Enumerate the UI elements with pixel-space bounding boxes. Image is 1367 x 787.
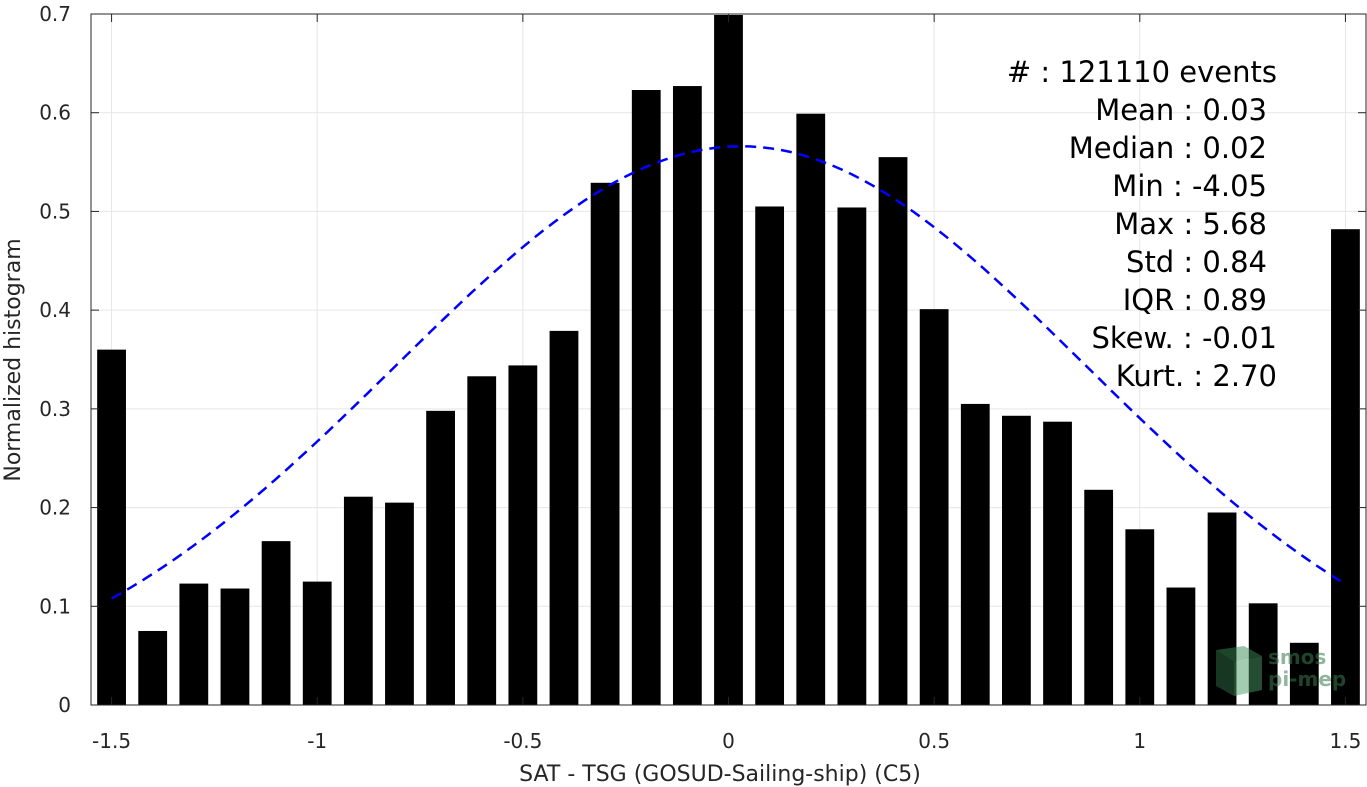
histogram-bar xyxy=(426,410,455,705)
y-axis-label: Normalized histogram xyxy=(1,238,26,481)
histogram-bar xyxy=(960,403,990,705)
histogram-bar xyxy=(1331,229,1360,705)
x-tick-label: 0.5 xyxy=(918,729,950,753)
stats-iqr: IQR : 0.89 xyxy=(1123,283,1267,317)
x-tick-label: 1.5 xyxy=(1330,729,1362,753)
histogram-bar xyxy=(343,496,373,705)
watermark-line2: pi-mep xyxy=(1268,667,1346,691)
histogram-bar xyxy=(179,583,209,705)
histogram-bar xyxy=(1125,529,1155,705)
stats-min: Min : -4.05 xyxy=(1112,169,1267,203)
histogram-bar xyxy=(261,541,291,705)
histogram-bar xyxy=(302,581,332,705)
y-tick-label: 0.6 xyxy=(39,101,71,125)
histogram-bar xyxy=(672,86,702,706)
stats-std: Std : 0.84 xyxy=(1126,245,1267,279)
y-tick-label: 0.1 xyxy=(39,594,71,618)
histogram-bar xyxy=(878,157,908,705)
x-tick-label: -1.5 xyxy=(92,729,131,753)
histogram-bar xyxy=(1002,415,1031,705)
histogram-bar xyxy=(97,349,126,705)
histogram-bar xyxy=(467,376,497,705)
histogram-bar xyxy=(549,330,579,705)
histogram-bar xyxy=(1166,587,1196,705)
smos-logo-icon xyxy=(1216,646,1262,696)
stats-box: # : 121110 events Mean : 0.03 Median : 0… xyxy=(1007,55,1277,393)
x-tick-label: 1 xyxy=(1133,729,1146,753)
histogram-bar xyxy=(837,207,867,706)
y-tick-label: 0.4 xyxy=(39,298,71,322)
x-tick-label: 0 xyxy=(722,729,735,753)
smos-pimep-watermark: smos pi-mep xyxy=(1216,645,1346,696)
stats-mean: Mean : 0.03 xyxy=(1095,93,1267,127)
stats-skew: Skew. : -0.01 xyxy=(1091,321,1277,355)
stats-max: Max : 5.68 xyxy=(1114,207,1267,241)
y-tick-label: 0 xyxy=(58,693,71,717)
histogram-bar xyxy=(385,502,414,705)
histogram-bar xyxy=(1084,489,1114,705)
y-tick-label: 0.2 xyxy=(39,496,71,520)
x-tick-label: -0.5 xyxy=(503,729,542,753)
histogram-bar xyxy=(714,14,743,706)
y-tick-label: 0.5 xyxy=(39,199,71,223)
histogram-bar xyxy=(755,206,785,705)
histogram-bar xyxy=(508,365,538,705)
histogram-bar xyxy=(220,588,250,705)
x-axis-label: SAT - TSG (GOSUD-Sailing-ship) (C5) xyxy=(519,762,921,787)
y-tick-label: 0.7 xyxy=(39,2,71,26)
x-tick-label: -1 xyxy=(307,729,327,753)
stats-kurt: Kurt. : 2.70 xyxy=(1116,359,1277,393)
bars xyxy=(97,14,1360,706)
histogram-bar xyxy=(919,309,949,705)
watermark-line1: smos xyxy=(1268,645,1326,669)
stats-events: # : 121110 events xyxy=(1007,55,1277,89)
x-axis-ticks: -1.5 -1 -0.5 0 0.5 1 1.5 xyxy=(92,14,1361,753)
stats-median: Median : 0.02 xyxy=(1069,131,1267,165)
histogram-bar xyxy=(631,90,661,705)
histogram-bar xyxy=(1043,421,1072,705)
histogram-bar xyxy=(138,630,168,705)
histogram-bar xyxy=(1289,642,1319,705)
y-axis-ticks: 0 0.1 0.2 0.3 0.4 0.5 0.6 0.7 xyxy=(39,2,1366,717)
histogram-bar xyxy=(590,182,620,706)
histogram-bar xyxy=(796,113,826,706)
gaussian-fit-curve xyxy=(110,145,1347,600)
y-tick-label: 0.3 xyxy=(39,397,71,421)
